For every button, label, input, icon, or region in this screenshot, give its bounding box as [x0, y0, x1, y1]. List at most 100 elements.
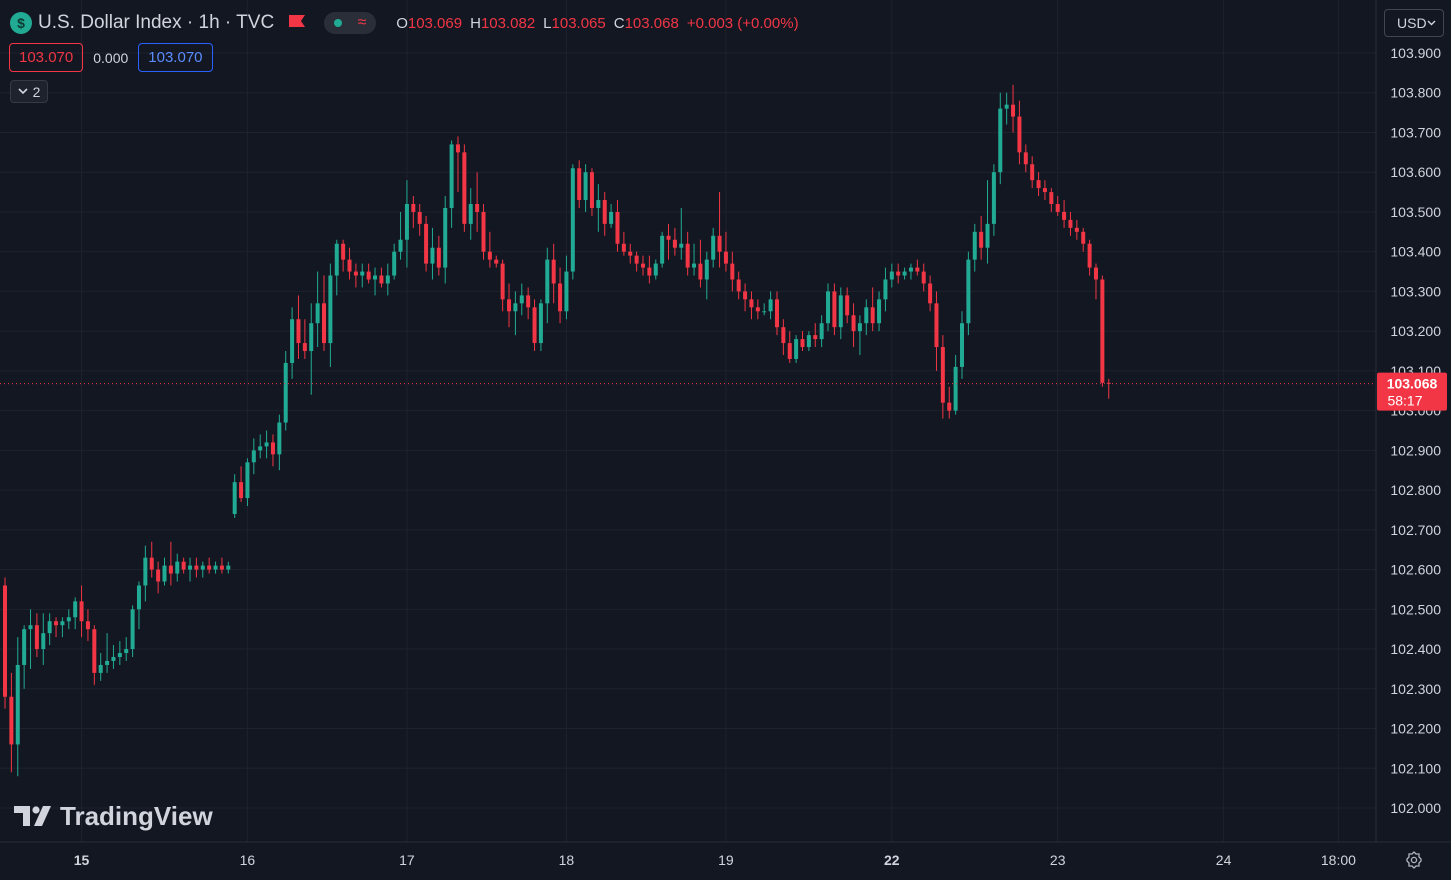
candle-body	[602, 200, 607, 224]
candle	[111, 645, 116, 669]
candle-body	[545, 259, 550, 304]
candle	[385, 263, 390, 296]
currency-selector[interactable]: USD	[1384, 9, 1444, 37]
candle-body	[736, 279, 741, 292]
candle-body	[28, 625, 33, 630]
candle-body	[628, 251, 633, 256]
price-axis-tick-label: 102.600	[1390, 562, 1441, 578]
candle-body	[513, 303, 518, 312]
price-axis-tick-label: 102.400	[1390, 641, 1441, 657]
candle	[1062, 200, 1067, 228]
candle	[609, 204, 614, 228]
time-axis-tick-label: 16	[240, 852, 256, 868]
grid	[0, 0, 1376, 842]
open-value: 103.069	[407, 14, 463, 32]
candle	[341, 239, 346, 272]
candle-body	[743, 291, 748, 300]
buy-button[interactable]: 103.070	[138, 43, 213, 72]
price-axis-tick-label: 102.200	[1390, 721, 1441, 737]
candle	[857, 315, 862, 355]
status-pill[interactable]: ≈	[324, 12, 377, 34]
candle-body	[1011, 104, 1016, 117]
change-value: +0.003 (+0.00%)	[686, 14, 799, 32]
candle-body	[1042, 188, 1047, 193]
candle	[98, 653, 103, 681]
candle	[156, 561, 161, 594]
candle-body	[851, 315, 856, 332]
candle-body	[532, 307, 537, 344]
candle-body	[226, 565, 231, 570]
candle	[41, 613, 46, 665]
price-axis[interactable]: 102.000 102.100 102.200 102.300 102.400 102.5…	[1390, 45, 1441, 816]
indicators-toggle-button[interactable]: 2	[10, 80, 48, 103]
candle-body	[749, 299, 754, 308]
candle-body	[1023, 152, 1028, 165]
tradingview-watermark: TradingView	[14, 800, 213, 832]
candle-body	[1081, 231, 1086, 244]
candle	[749, 291, 754, 320]
time-axis[interactable]: 15 16 17 18 19 22 23 24 18:00	[74, 852, 1356, 868]
candle-body	[526, 295, 531, 308]
candle-body	[870, 307, 875, 324]
candle-body	[481, 211, 486, 252]
candle	[928, 275, 933, 312]
candle-body	[92, 629, 97, 673]
candle	[666, 223, 671, 260]
candle	[353, 263, 358, 288]
candle-body	[15, 664, 20, 745]
candle	[500, 259, 505, 312]
candle	[200, 561, 205, 578]
red-flag-icon[interactable]	[288, 14, 306, 33]
candle-body	[417, 211, 422, 224]
dollar-icon[interactable]: $	[10, 12, 32, 34]
candle-body	[449, 144, 454, 208]
close-value: 103.068	[624, 14, 679, 32]
candle	[9, 672, 14, 773]
candle	[762, 303, 767, 316]
candle	[698, 239, 703, 288]
candle-body	[940, 347, 945, 403]
candle	[1042, 180, 1047, 201]
candle-body	[730, 263, 735, 280]
candle	[66, 609, 71, 630]
settings-button[interactable]	[1402, 848, 1426, 872]
candle-body	[136, 585, 141, 610]
candle	[430, 227, 435, 280]
candle	[315, 271, 320, 348]
candle-body	[54, 621, 59, 626]
candle	[277, 414, 282, 471]
ohlc-values: O103.069 H103.082 L103.065 C103.068 +0.0…	[396, 15, 798, 32]
price-axis-tick-label: 102.900	[1390, 442, 1441, 458]
sell-button[interactable]: 103.070	[9, 43, 84, 72]
candle	[105, 633, 110, 673]
candle-body	[838, 295, 843, 328]
candle-body	[309, 323, 314, 352]
candle	[28, 609, 33, 669]
candle	[149, 541, 154, 578]
candle	[481, 204, 486, 260]
candle-body	[162, 565, 167, 582]
price-tag-background	[1377, 372, 1447, 411]
candle-body	[1004, 104, 1009, 109]
candle-body	[500, 263, 505, 300]
candle	[1087, 239, 1092, 276]
candle-body	[73, 601, 78, 618]
candle	[985, 180, 990, 264]
candle-body	[328, 275, 333, 344]
candle-body	[723, 251, 728, 264]
candle	[143, 545, 148, 602]
candle-body	[985, 223, 990, 248]
symbol-title[interactable]: U.S. Dollar Index · 1h · TVC	[38, 12, 275, 33]
price-axis-tick-label: 103.300	[1390, 283, 1441, 299]
candle-body	[634, 255, 639, 264]
price-axis-tick-label: 103.600	[1390, 164, 1441, 180]
watermark-label: TradingView	[60, 800, 213, 831]
candle	[519, 283, 524, 316]
delay-wave-icon: ≈	[357, 14, 367, 31]
candle	[130, 605, 135, 657]
tradingview-logo-icon	[14, 806, 51, 826]
candle	[347, 247, 352, 280]
price-axis-tick-label: 102.100	[1390, 760, 1441, 776]
candle	[449, 140, 454, 228]
